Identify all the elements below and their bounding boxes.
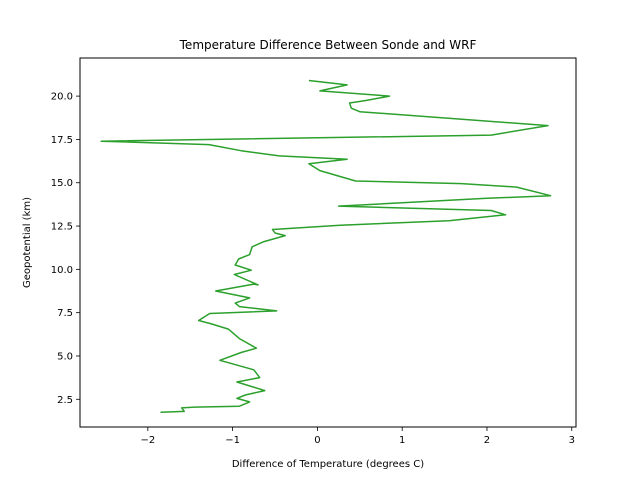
y-tick-label: 10.0 bbox=[51, 265, 73, 276]
x-tick-label: 2 bbox=[484, 435, 490, 446]
x-tick-label: −1 bbox=[225, 435, 240, 446]
plot-background bbox=[80, 58, 576, 427]
y-tick-label: 17.5 bbox=[51, 135, 73, 146]
x-tick-label: 0 bbox=[314, 435, 320, 446]
y-tick-label: 7.5 bbox=[57, 308, 73, 319]
series-line bbox=[100, 79, 552, 414]
y-tick-label: 20.0 bbox=[51, 92, 73, 103]
plot-frame bbox=[79, 57, 577, 428]
y-tick-label: 12.5 bbox=[51, 222, 73, 233]
x-axis: −2 −1 0 1 2 3 bbox=[140, 427, 575, 446]
x-tick-label: −2 bbox=[140, 435, 155, 446]
y-axis-label: Geopotential (km) bbox=[22, 197, 33, 288]
y-axis: 2.5 5.0 7.5 10.0 12.5 15.0 17.5 20.0 bbox=[51, 92, 80, 406]
x-axis-label: Difference of Temperature (degrees C) bbox=[232, 459, 424, 470]
x-tick-label: 1 bbox=[399, 435, 405, 446]
chart-title: Temperature Difference Between Sonde and… bbox=[179, 38, 477, 52]
y-tick-label: 2.5 bbox=[57, 395, 73, 406]
y-tick-label: 5.0 bbox=[57, 351, 73, 362]
y-tick-label: 15.0 bbox=[51, 178, 73, 189]
x-tick-label: 3 bbox=[569, 435, 575, 446]
series-layer bbox=[100, 79, 552, 414]
